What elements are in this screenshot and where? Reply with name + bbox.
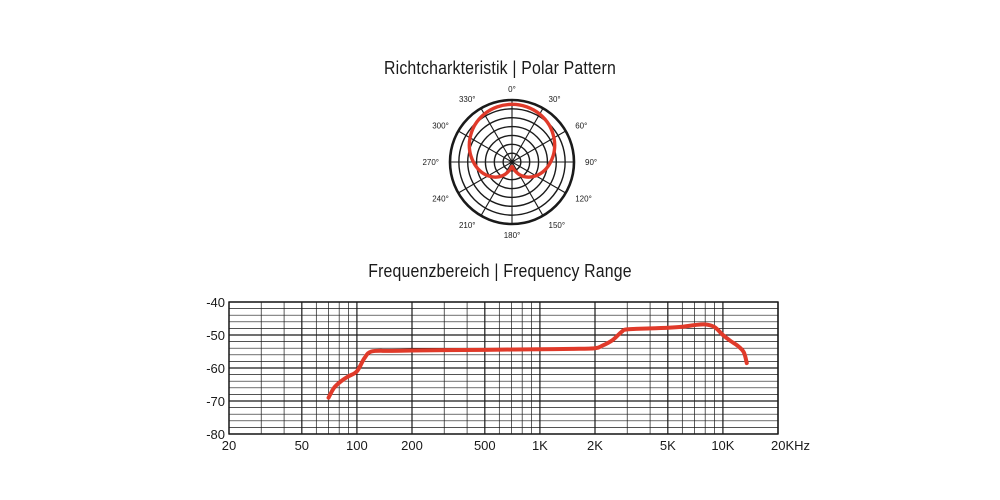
polar-angle-label: 30° — [549, 95, 561, 104]
polar-pattern-curve — [467, 102, 557, 179]
polar-spoke — [511, 161, 566, 194]
polar-spoke — [480, 108, 513, 163]
polar-angle-label: 330° — [459, 95, 476, 104]
x-tick-label: 20 — [222, 438, 236, 453]
x-tick-label: 20KHz — [771, 438, 810, 453]
frequency-chart-title: Frequenzbereich | Frequency Range — [368, 261, 632, 281]
polar-angle-label: 210° — [459, 221, 476, 230]
frequency-response-curve — [326, 322, 749, 400]
y-tick-label: -70 — [206, 394, 225, 409]
x-tick-label: 1K — [532, 438, 548, 453]
x-tick-label: 5K — [660, 438, 676, 453]
polar-angle-label: 180° — [504, 231, 521, 240]
y-tick-label: -40 — [206, 295, 225, 310]
polar-pattern-chart: 0° 30° 60° 90° 120° 150° 180° 210° 240° 270° 300° 3… — [422, 85, 597, 240]
y-tick-label: -60 — [206, 361, 225, 376]
y-tick-label: -80 — [206, 427, 225, 442]
polar-angle-label: 120° — [575, 195, 592, 204]
x-tick-label: 200 — [401, 438, 423, 453]
polar-spoke — [511, 130, 566, 163]
x-tick-label: 2K — [587, 438, 603, 453]
x-tick-label: 500 — [474, 438, 496, 453]
x-tick-label: 10K — [711, 438, 734, 453]
plot-frame — [228, 301, 779, 435]
y-tick-label: -50 — [206, 328, 225, 343]
polar-angle-label: 270° — [422, 158, 439, 167]
polar-spoke — [458, 130, 513, 163]
polar-spoke — [511, 108, 544, 163]
polar-angle-label: 60° — [575, 122, 587, 131]
polar-angle-label: 300° — [432, 122, 449, 131]
polar-angle-label: 0° — [508, 85, 516, 94]
polar-angle-label: 90° — [585, 158, 597, 167]
polar-angle-label: 240° — [432, 195, 449, 204]
x-tick-label: 50 — [295, 438, 309, 453]
polar-chart-title: Richtcharkteristik | Polar Pattern — [384, 58, 616, 78]
x-tick-label: 100 — [346, 438, 368, 453]
polar-spoke — [458, 161, 513, 194]
polar-angle-label: 150° — [549, 221, 566, 230]
